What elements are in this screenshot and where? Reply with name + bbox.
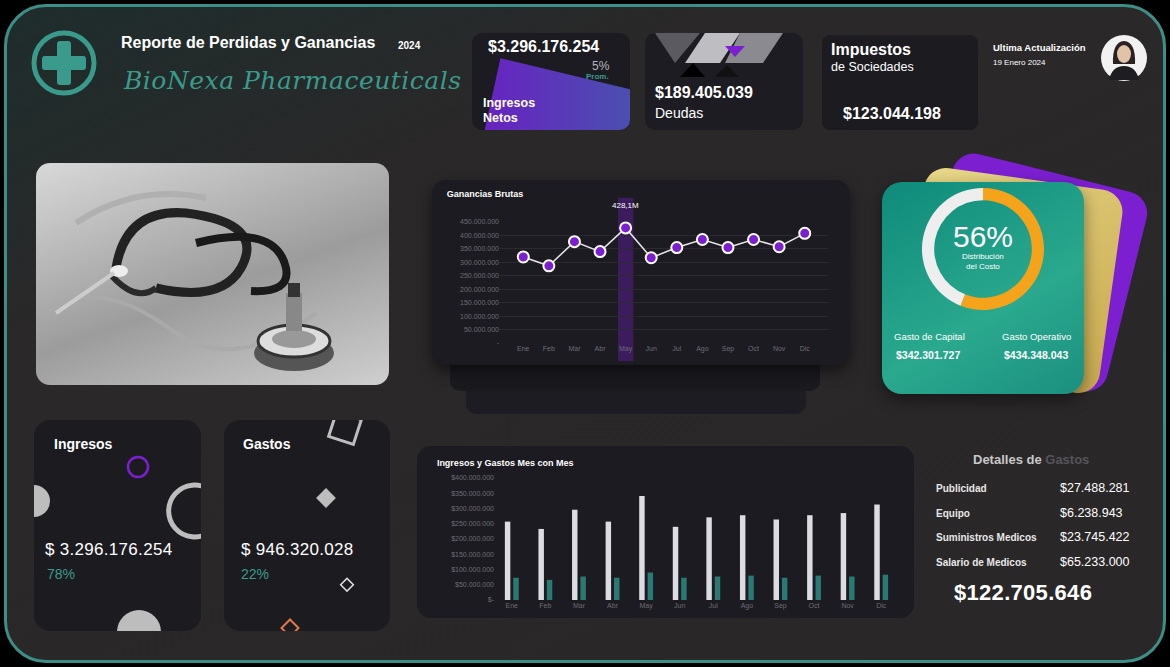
html-text:$27.488.281: $27.488.281 [1060, 481, 1130, 495]
html-text:Ultima Actualización: Ultima Actualización [993, 42, 1086, 53]
svg-text:Abr: Abr [607, 602, 619, 609]
svg-text:Dic: Dic [800, 345, 811, 352]
svg-text:$200.000.000: $200.000.000 [451, 535, 494, 542]
html-text:$123.044.198: $123.044.198 [843, 105, 941, 122]
svg-text:Oct: Oct [748, 345, 759, 352]
svg-text:Ingresos y Gastos Mes con Mes: Ingresos y Gastos Mes con Mes [437, 458, 574, 468]
svg-text:428,1M: 428,1M [612, 201, 639, 210]
svg-text:450.000.000: 450.000.000 [460, 218, 499, 225]
html-text:$23.745.422: $23.745.422 [1060, 530, 1130, 544]
html-text:Publicidad: Publicidad [936, 483, 987, 494]
html-text:$434.348.043: $434.348.043 [1004, 349, 1069, 361]
html-text:Prom.: Prom. [586, 72, 609, 81]
svg-text:Sep: Sep [722, 345, 735, 353]
html-text:$342.301.727: $342.301.727 [896, 349, 961, 361]
svg-text:-: - [497, 339, 500, 346]
html-text:Salario de Medicos: Salario de Medicos [936, 556, 1027, 568]
html-text:$122.705.646: $122.705.646 [954, 580, 1093, 605]
svg-text:$-: $- [488, 596, 495, 603]
svg-text:May: May [619, 345, 633, 353]
html-text:BioNexa Pharmaceuticals: BioNexa Pharmaceuticals [124, 66, 462, 95]
svg-text:Jun: Jun [674, 602, 685, 609]
svg-text:$300.000.000: $300.000.000 [451, 505, 494, 512]
svg-text:Nov: Nov [841, 602, 854, 609]
html-text:Detalles de Gastos: Detalles de Gastos [973, 452, 1090, 467]
svg-text:Jun: Jun [646, 345, 657, 352]
html-text:de Sociedades: de Sociedades [831, 60, 914, 74]
svg-text:$350.000.000: $350.000.000 [451, 490, 494, 497]
svg-text:Mar: Mar [568, 345, 581, 352]
svg-text:Mar: Mar [573, 602, 586, 609]
svg-text:56%: 56% [953, 220, 1013, 253]
svg-text:May: May [640, 602, 654, 610]
html-text:Ingresos: Ingresos [483, 96, 536, 110]
html-text:5%: 5% [592, 59, 610, 73]
svg-text:$400.000.000: $400.000.000 [451, 474, 494, 481]
html-text:Impuestos: Impuestos [831, 41, 911, 58]
svg-text:200.000.000: 200.000.000 [460, 286, 499, 293]
svg-text:250.000.000: 250.000.000 [460, 272, 499, 279]
html-text:Equipo: Equipo [936, 507, 970, 519]
html-text:$ 946.320.028: $ 946.320.028 [241, 540, 354, 559]
svg-text:Oct: Oct [809, 602, 820, 609]
svg-text:Distribucióndel Costo: Distribucióndel Costo [962, 252, 1004, 271]
svg-text:Ago: Ago [696, 345, 709, 353]
svg-text:Ene: Ene [506, 602, 519, 609]
html-text:2024: 2024 [398, 40, 421, 51]
svg-text:Ene: Ene [517, 345, 530, 352]
svg-text:Feb: Feb [543, 345, 555, 352]
html-text:22%: 22% [241, 566, 269, 582]
svg-text:Jul: Jul [709, 602, 718, 609]
html-text:$189.405.039: $189.405.039 [655, 84, 753, 101]
html-text:$3.296.176.254: $3.296.176.254 [488, 38, 600, 55]
html-text:Deudas: Deudas [655, 105, 704, 121]
svg-text:$150.000.000: $150.000.000 [451, 551, 494, 558]
svg-text:Abr: Abr [595, 345, 607, 352]
html-text:Gasto de Capital: Gasto de Capital [894, 331, 965, 342]
html-text:Suministros Medicos: Suministros Medicos [936, 532, 1037, 543]
html-text:78%: 78% [47, 566, 75, 582]
html-text:Gasto Operativo: Gasto Operativo [1002, 331, 1072, 342]
html-text:$65.233.000: $65.233.000 [1060, 554, 1130, 569]
html-text:19 Enero 2024: 19 Enero 2024 [993, 58, 1046, 67]
svg-text:Nov: Nov [773, 345, 786, 352]
svg-text:300.000.000: 300.000.000 [460, 259, 499, 266]
svg-text:400.000.000: 400.000.000 [460, 232, 499, 239]
svg-text:350.000.000: 350.000.000 [460, 245, 499, 252]
svg-text:Dic: Dic [876, 602, 887, 609]
html-text:Netos: Netos [483, 111, 518, 125]
svg-text:$50.000.000: $50.000.000 [455, 581, 494, 588]
svg-text:50.000.000: 50.000.000 [464, 326, 499, 333]
svg-text:100.000.000: 100.000.000 [460, 313, 499, 320]
html-text:Ingresos: Ingresos [54, 436, 113, 452]
svg-text:Jul: Jul [672, 345, 681, 352]
html-text:Gastos: Gastos [243, 436, 291, 452]
svg-text:Feb: Feb [539, 602, 551, 609]
html-text:$ 3.296.176.254: $ 3.296.176.254 [45, 540, 173, 559]
svg-text:$250.000.000: $250.000.000 [451, 520, 494, 527]
svg-text:Sep: Sep [774, 602, 787, 610]
svg-text:$100.000.000: $100.000.000 [451, 566, 494, 573]
svg-text:Ganancias Brutas: Ganancias Brutas [447, 189, 524, 199]
svg-text:Ago: Ago [741, 602, 754, 610]
html-text:Reporte de Perdidas y Ganancia: Reporte de Perdidas y Ganancias [121, 34, 376, 51]
html-text:$6.238.943: $6.238.943 [1060, 505, 1123, 520]
svg-text:150.000.000: 150.000.000 [460, 299, 499, 306]
